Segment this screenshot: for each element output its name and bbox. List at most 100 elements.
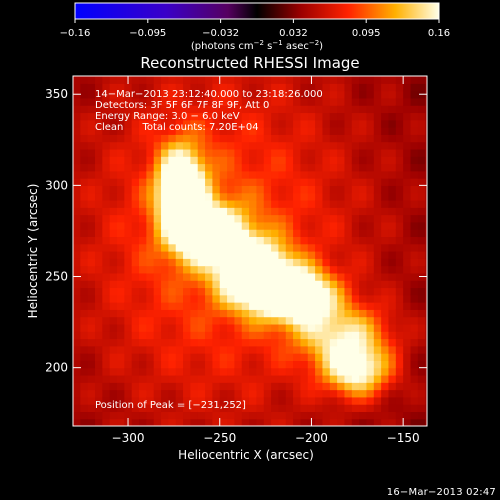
heatmap-cell [271,229,280,238]
annotation-block: 14−Mar−2013 23:12:40.000 to 23:18:26.000… [95,89,323,133]
heatmap-cell [95,389,103,398]
heatmap-cell [410,178,419,186]
heatmap-cell [381,418,390,426]
heatmap-cell [278,418,287,426]
heatmap-cell [219,192,228,201]
heatmap-cell [227,243,236,252]
heatmap-cell [249,258,258,267]
heatmap-cell [117,163,125,172]
heatmap-cell [417,338,426,347]
heatmap-cell [168,163,177,172]
heatmap-cell [234,331,243,340]
heatmap-cell [117,192,125,201]
heatmap-cell [359,272,368,281]
heatmap-cell [87,170,96,179]
heatmap-cell [161,396,169,405]
heatmap-cell [124,192,133,201]
heatmap-cell [307,127,316,135]
heatmap-cell [329,374,338,383]
heatmap-cell [403,374,412,383]
heatmap-cell [249,309,258,318]
heatmap-cell [80,331,89,340]
heatmap-cell [241,294,250,303]
heatmap-cell [227,374,236,383]
heatmap-cell [80,105,89,114]
heatmap-cell [256,163,265,172]
heatmap-cell [168,221,177,230]
heatmap-cell [256,265,265,274]
heatmap-cell [227,97,236,106]
heatmap-cell [175,192,184,201]
heatmap-cell [271,243,280,252]
heatmap-cell [241,97,250,106]
heatmap-cell [256,280,265,289]
heatmap-cell [395,411,404,420]
heatmap-cell [219,294,228,303]
heatmap-cell [322,170,331,179]
heatmap-cell [322,294,331,303]
heatmap-cell [271,163,280,172]
heatmap-cell [168,367,177,376]
heatmap-cell [410,396,419,405]
heatmap-cell [263,192,272,201]
heatmap-cell [329,178,338,186]
heatmap-cell [256,345,265,354]
heatmap-cell [271,331,280,340]
heatmap-cell [344,207,353,216]
heatmap-cell [359,367,368,376]
heatmap-cell [344,112,353,121]
heatmap-cell [234,323,243,332]
heatmap-cell [234,163,243,172]
heatmap-cell [153,76,162,84]
heatmap-cell [109,170,118,179]
heatmap-cell [315,382,324,391]
heatmap-cell [146,280,155,289]
heatmap-cell [234,105,243,114]
heatmap-cell [395,97,404,106]
heatmap-cell [234,192,243,201]
heatmap-cell [425,156,427,165]
heatmap-cell [329,141,338,150]
heatmap-cell [359,316,368,325]
heatmap-cell [146,258,155,267]
heatmap-cell [366,411,375,420]
heatmap-cell [219,141,228,150]
heatmap-cell [256,229,265,238]
heatmap-cell [80,280,89,289]
heatmap-cell [124,141,133,150]
heatmap-cell [87,404,96,413]
heatmap-cell [256,119,265,128]
heatmap-cell [337,134,346,143]
heatmap-cell [322,367,331,376]
heatmap-cell [117,382,125,391]
heatmap-cell [80,112,89,121]
heatmap-cell [263,185,272,194]
heatmap-cell [95,331,103,340]
heatmap-cell [212,192,221,201]
heatmap-cell [87,338,96,347]
heatmap-cell [278,251,287,259]
heatmap-cell [337,367,346,376]
colorbar: −0.16 −0.095 −0.032 0.032 0.095 0.16 (photons… [60,2,450,52]
heatmap-cell [109,83,118,92]
heatmap-cell [417,404,426,413]
heatmap-cell [249,229,258,238]
heatmap-cell [241,185,250,194]
heatmap-cell [425,345,427,354]
heatmap-cell [131,294,140,303]
heatmap-cell [278,90,287,99]
heatmap-cell [322,418,331,426]
heatmap-cell [168,178,177,186]
heatmap-cell [146,214,155,223]
heatmap-cell [300,97,309,106]
heatmap-cell [329,243,338,252]
heatmap-cell [175,280,184,289]
heatmap-cell [315,83,324,92]
heatmap-cell [131,389,140,398]
heatmap-cell [87,163,96,172]
heatmap-cell [249,112,258,121]
heatmap-cell [117,272,125,281]
heatmap-cell [183,345,191,354]
heatmap-cell [139,83,147,92]
heatmap-cell [359,323,368,332]
